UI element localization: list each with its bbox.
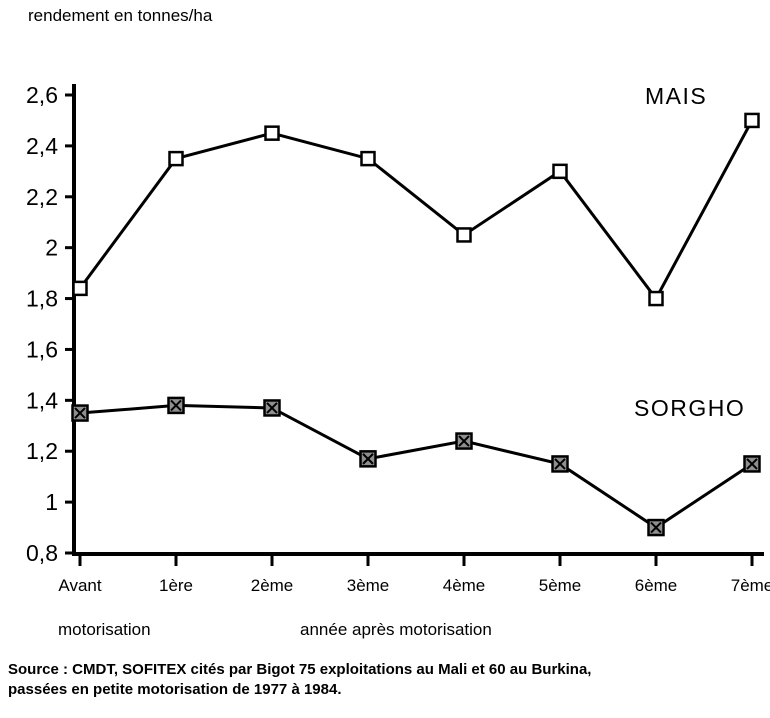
x-tick-label: 5ème bbox=[539, 576, 582, 595]
y-tick-label: 1,6 bbox=[26, 336, 58, 362]
y-tick-label: 2,4 bbox=[26, 133, 58, 159]
x-tick-label: 6ème bbox=[635, 576, 678, 595]
data-point-mais bbox=[744, 112, 760, 129]
y-tick-label: 1,4 bbox=[26, 387, 58, 413]
y-tick-label: 0,8 bbox=[26, 540, 58, 566]
marker-x-icon bbox=[458, 435, 470, 447]
marker-x-icon bbox=[266, 402, 278, 414]
y-tick-label: 2,6 bbox=[26, 82, 58, 108]
data-point-mais bbox=[72, 280, 88, 297]
y-tick-label: 1 bbox=[45, 489, 58, 515]
chart-title: rendement en tonnes/ha bbox=[28, 6, 213, 25]
data-point-mais bbox=[360, 150, 376, 167]
x-tick-label: Avant bbox=[58, 576, 101, 595]
marker-x-icon bbox=[650, 521, 662, 534]
marker-x-icon bbox=[74, 407, 86, 419]
series-line-mais bbox=[78, 119, 754, 302]
data-point-mais bbox=[168, 150, 184, 167]
x-tick-label: 3ème bbox=[347, 576, 390, 595]
y-tick-label: 1,8 bbox=[26, 286, 58, 312]
x-axis-note-motorisation: motorisation bbox=[58, 620, 151, 639]
marker-x-icon bbox=[362, 453, 374, 465]
line-chart: 0,8 1 1,2 1,4 1,6 1,8 2 2,2 2,4 2,6 Avant 1ère 2ème 3… bbox=[26, 82, 770, 595]
x-axis-label: année après motorisation bbox=[300, 620, 492, 639]
data-point-mais bbox=[648, 290, 664, 307]
marker-x-icon bbox=[170, 399, 182, 412]
series-label-mais: MAIS bbox=[645, 83, 707, 109]
x-tick-label: 7ème bbox=[731, 576, 770, 595]
series-label-sorgho: SORGHO bbox=[634, 395, 745, 421]
y-tick-label: 2 bbox=[45, 235, 58, 261]
x-tick-label: 2ème bbox=[251, 576, 294, 595]
x-tick-label: 4ème bbox=[443, 576, 486, 595]
source-line-2: passées en petite motorisation de 1977 à… bbox=[8, 681, 342, 699]
data-point-mais bbox=[264, 125, 280, 141]
series-line-sorgho bbox=[79, 403, 753, 530]
data-point-mais bbox=[552, 163, 568, 180]
y-tick-label: 1,2 bbox=[26, 438, 58, 464]
y-tick-label: 2,2 bbox=[26, 184, 58, 210]
source-text: Source : CMDT, SOFITEX cités par Bigot 7… bbox=[8, 660, 591, 701]
marker-x-icon bbox=[746, 458, 758, 470]
source-line-1: Source : CMDT, SOFITEX cités par Bigot 7… bbox=[8, 661, 592, 678]
data-point-mais bbox=[456, 227, 472, 243]
x-tick-label: 1ère bbox=[159, 576, 193, 595]
marker-x-icon bbox=[554, 458, 566, 470]
